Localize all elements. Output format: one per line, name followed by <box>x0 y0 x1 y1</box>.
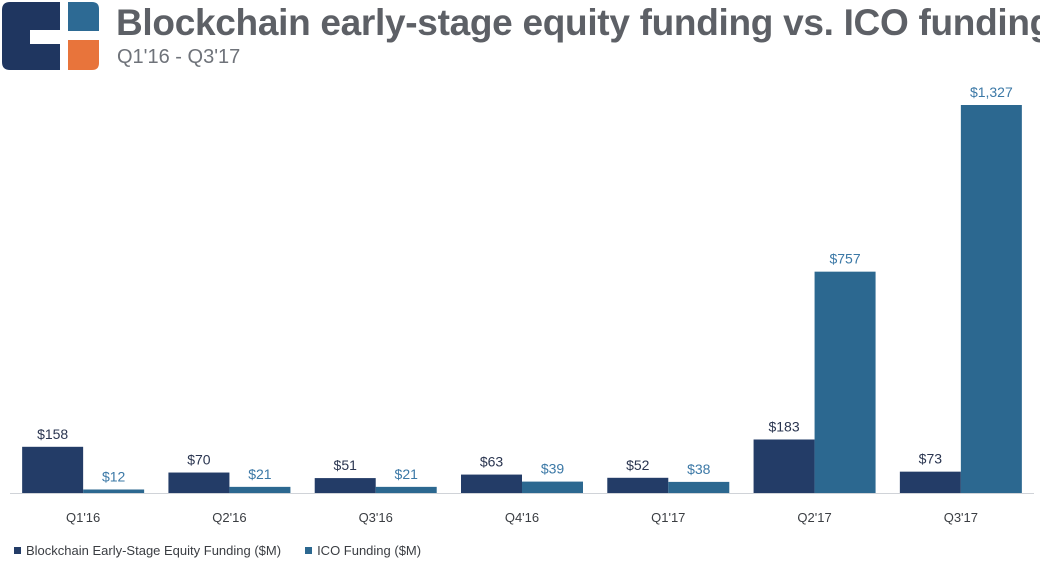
data-label-equity-2: $51 <box>334 457 358 473</box>
x-tick-label-5: Q2'17 <box>797 510 831 525</box>
data-label-ico-0: $12 <box>102 468 126 484</box>
legend-label-equity: Blockchain Early-Stage Equity Funding ($… <box>26 542 282 558</box>
x-tick-label-6: Q3'17 <box>944 510 978 525</box>
bar-equity-4 <box>607 477 669 493</box>
data-label-equity-4: $52 <box>626 457 650 473</box>
data-label-ico-1: $21 <box>248 466 272 482</box>
data-label-equity-3: $63 <box>480 454 504 470</box>
chart-title: Blockchain early-stage equity funding vs… <box>116 2 1040 43</box>
data-label-equity-0: $158 <box>37 426 68 442</box>
legend-swatch-ico <box>305 546 313 554</box>
bar-equity-3 <box>461 474 522 493</box>
data-label-ico-2: $21 <box>395 466 419 482</box>
bar-ico-2 <box>375 486 437 493</box>
x-tick-label-4: Q1'17 <box>651 510 685 525</box>
bar-equity-2 <box>314 478 376 493</box>
company-logo <box>2 2 99 70</box>
chart-subtitle: Q1'16 - Q3'17 <box>117 46 241 68</box>
bar-ico-5 <box>814 271 876 493</box>
bar-equity-6 <box>899 471 961 493</box>
legend-item-equity: Blockchain Early-Stage Equity Funding ($… <box>14 543 281 558</box>
legend-swatch-equity <box>14 546 21 554</box>
legend-item-ico: ICO Funding ($M) <box>305 543 421 558</box>
data-label-ico-5: $757 <box>829 251 860 267</box>
x-tick-label-3: Q4'16 <box>505 510 539 525</box>
data-label-equity-1: $70 <box>187 452 211 468</box>
data-label-equity-5: $183 <box>768 418 799 434</box>
bar-ico-0 <box>83 489 145 493</box>
data-label-equity-6: $73 <box>919 451 943 467</box>
bar-equity-5 <box>753 439 815 493</box>
data-label-ico-3: $39 <box>541 461 565 477</box>
chart-legend: Blockchain Early-Stage Equity Funding ($… <box>14 540 445 560</box>
logo-left-shape <box>2 2 60 70</box>
x-tick-label-2: Q3'16 <box>359 510 393 525</box>
data-label-ico-4: $38 <box>687 461 711 477</box>
legend-label-ico: ICO Funding ($M) <box>317 542 422 558</box>
x-tick-label-1: Q2'16 <box>212 510 246 525</box>
logo-top-right-square <box>68 2 99 31</box>
bar-ico-6 <box>960 105 1022 493</box>
data-label-ico-6: $1,327 <box>970 84 1013 100</box>
bar-ico-3 <box>522 481 583 493</box>
logo-bottom-right-square <box>68 40 99 70</box>
bar-equity-1 <box>168 472 230 493</box>
bar-ico-1 <box>229 486 291 493</box>
bar-equity-0 <box>22 446 84 493</box>
x-tick-label-0: Q1'16 <box>66 510 100 525</box>
bar-ico-4 <box>668 481 730 493</box>
